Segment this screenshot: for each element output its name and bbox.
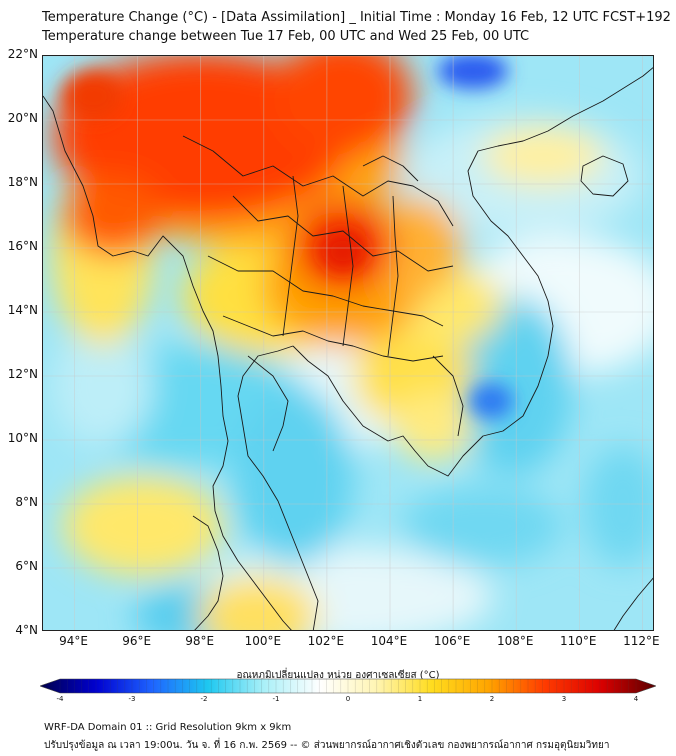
lat-label: 4°N — [15, 623, 38, 637]
map-title: Temperature Change (°C) - [Data Assimila… — [42, 10, 671, 25]
temperature-change-map — [43, 56, 653, 630]
lat-label: 10°N — [7, 431, 38, 445]
colorbar-tick: -3 — [128, 695, 136, 703]
lon-label: 104°E — [370, 634, 408, 648]
lon-label: 108°E — [496, 634, 534, 648]
lon-label: 94°E — [59, 634, 88, 648]
temperature-field — [43, 56, 653, 630]
colorbar-tick: -4 — [56, 695, 64, 703]
lon-label: 96°E — [122, 634, 152, 648]
lat-label: 18°N — [7, 175, 38, 189]
gridlines — [43, 56, 653, 630]
colorbar-tick: 1 — [417, 695, 423, 703]
lon-label: 112°E — [623, 634, 660, 648]
lon-label: 106°E — [433, 634, 471, 648]
coastlines-and-borders — [43, 67, 653, 630]
footer-model-info: WRF-DA Domain 01 :: Grid Resolution 9km … — [44, 722, 292, 733]
colorbar-title: อุณหภูมิเปลี่ยนแปลง หน่วย องศาเซลเซียส (… — [236, 670, 440, 681]
lon-label: 100°E — [244, 634, 282, 648]
map-subtitle: Temperature change between Tue 17 Feb, 0… — [42, 29, 530, 44]
colorbar-tick: -1 — [272, 695, 280, 703]
lat-label: 6°N — [15, 559, 38, 573]
colorbar-tick: 4 — [633, 695, 639, 703]
colorbar — [40, 678, 656, 694]
lon-label: 102°E — [307, 634, 345, 648]
colorbar-tick: 2 — [489, 695, 495, 703]
colorbar-tick: 0 — [345, 695, 351, 703]
lat-label: 8°N — [15, 495, 38, 509]
lat-label: 12°N — [7, 367, 38, 381]
lon-label: 98°E — [185, 634, 215, 648]
colorbar-tick: -2 — [200, 695, 208, 703]
footer-credit: ปรับปรุงข้อมูล ณ เวลา 19:00น. วัน จ. ที่… — [44, 740, 610, 751]
lat-label: 22°N — [7, 47, 38, 61]
lat-label: 20°N — [7, 111, 38, 125]
colorbar-tick: 3 — [561, 695, 567, 703]
map-panel[interactable] — [42, 55, 654, 631]
lat-label: 14°N — [7, 303, 38, 317]
lon-label: 110°E — [560, 634, 597, 648]
lat-label: 16°N — [7, 239, 38, 253]
